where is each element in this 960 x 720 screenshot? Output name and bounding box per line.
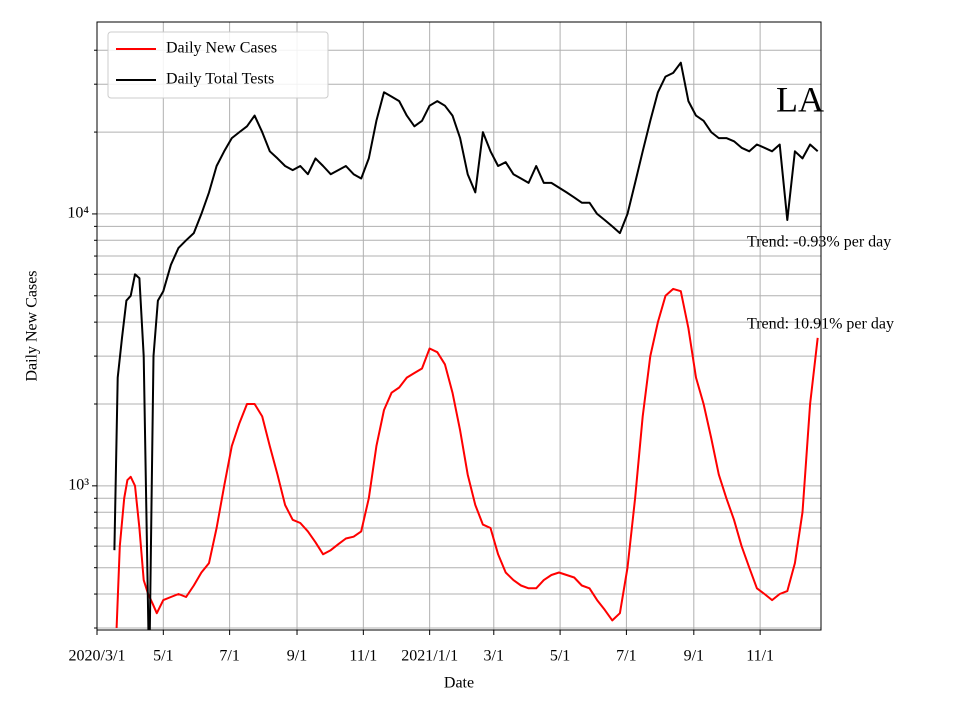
x-tick-label: 9/1 [684,648,704,665]
x-tick-label: 2020/3/1 [69,648,126,665]
grid [96,22,821,630]
x-tick-label: 5/1 [153,648,173,665]
legend-label: Daily New Cases [166,40,277,57]
x-tick-label: 3/1 [484,648,504,665]
x-tick-label: 5/1 [550,648,570,665]
y-tick-label: 10³ [68,477,89,494]
y-axis-label: Daily New Cases [24,270,41,381]
annotation: Trend: 10.91% per day [747,316,894,333]
x-tick-label: 2021/1/1 [401,648,458,665]
series-line [115,287,819,629]
plot-frame [96,21,822,631]
legend-label: Daily Total Tests [166,71,274,88]
x-axis-label: Date [444,675,474,692]
x-tick-label: 11/1 [746,648,774,665]
x-tick-label: 9/1 [287,648,307,665]
x-tick-label: 7/1 [616,648,636,665]
ticks: 2020/3/1 5/1 7/1 9/1 11/1 2021/1/1 3/1 5/1 7/1 9/… [67,49,774,665]
y-tick-label: 10⁴ [67,205,89,222]
annotation: Trend: -0.93% per day [747,234,891,251]
legend: Daily New Cases Daily Total Tests [107,31,329,99]
plot-lines [113,61,819,630]
chart-title: LA [776,79,824,119]
series-line [113,61,819,630]
x-tick-label: 7/1 [219,648,239,665]
legend-box [107,31,329,99]
x-tick-label: 11/1 [349,648,377,665]
